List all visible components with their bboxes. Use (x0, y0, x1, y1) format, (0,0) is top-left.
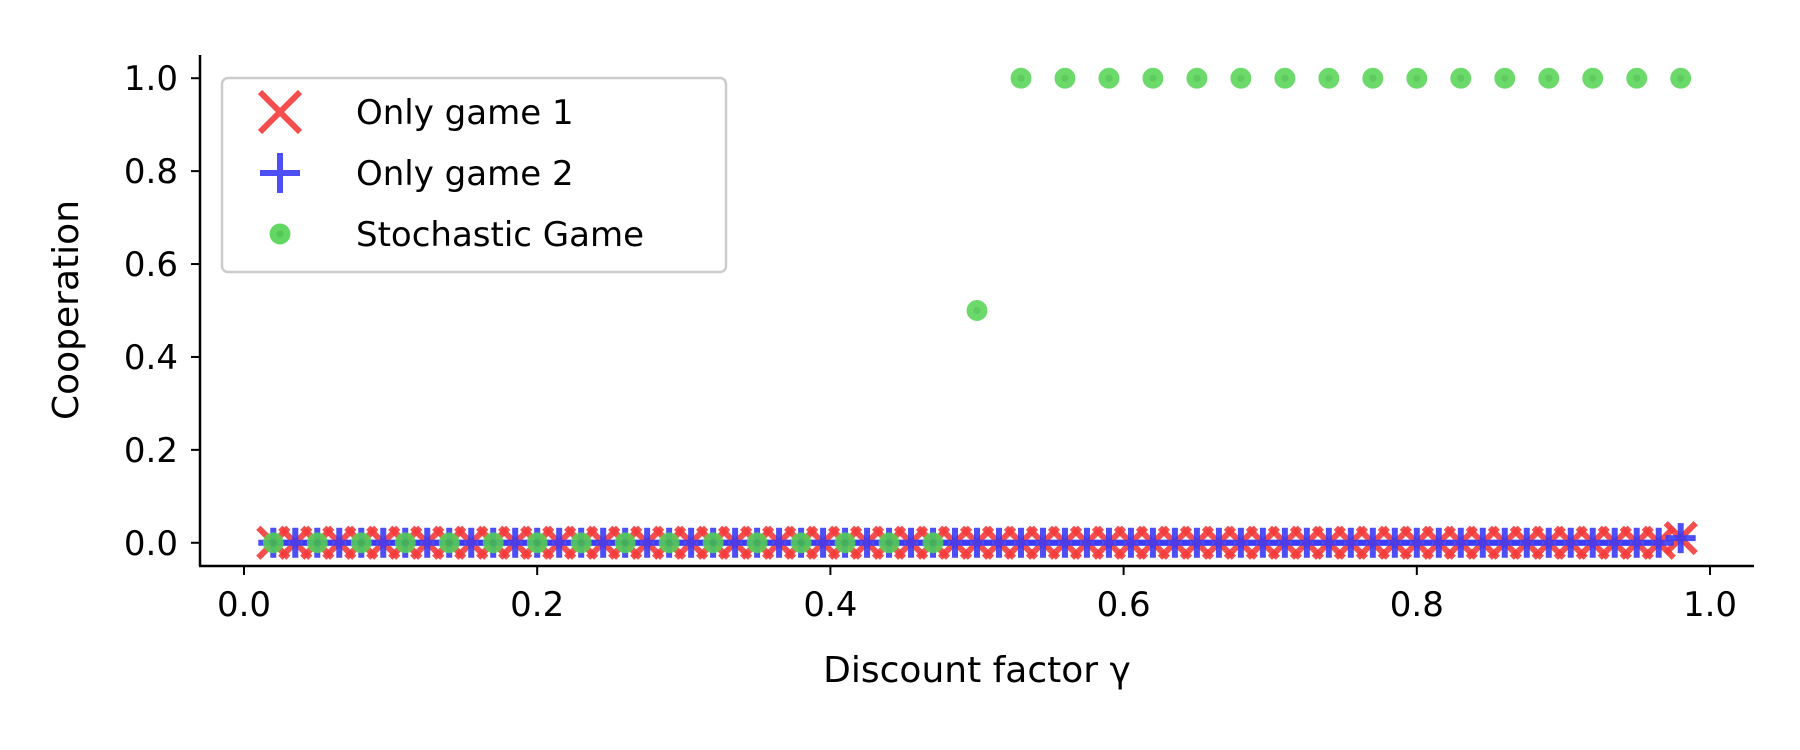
legend-label: Stochastic Game (356, 215, 644, 255)
data-point (394, 532, 416, 554)
data-point (306, 532, 328, 554)
legend-box (220, 76, 728, 274)
data-point (1494, 67, 1516, 89)
data-point (1670, 67, 1692, 89)
data-point (746, 532, 768, 554)
data-point (1098, 67, 1120, 89)
legend-label: Only game 1 (356, 93, 574, 133)
data-point (614, 532, 636, 554)
data-point (1362, 67, 1384, 89)
x-tick-label: 0.4 (803, 585, 857, 625)
x-tick-label: 1.0 (1683, 585, 1737, 625)
y-tick-label: 0.0 (124, 524, 178, 564)
data-point (790, 532, 812, 554)
y-tick-label: 0.2 (124, 431, 178, 471)
data-point (834, 532, 856, 554)
data-point (262, 532, 284, 554)
data-point (1643, 527, 1674, 558)
data-point (1450, 67, 1472, 89)
data-point (570, 532, 592, 554)
axes (198, 55, 1754, 568)
x-axis-label: Discount factor γ (823, 650, 1131, 691)
plot-area (256, 67, 1698, 560)
data-point (1010, 67, 1032, 89)
data-point (966, 300, 988, 321)
data-point (922, 532, 944, 554)
series-stochastic-game (262, 67, 1692, 554)
data-point (1538, 67, 1560, 89)
legend-marker (260, 153, 300, 193)
legend: Only game 1 Only game 2 Stochastic Game (220, 76, 728, 274)
x-tick-label: 0.6 (1097, 585, 1151, 625)
data-point (1186, 67, 1208, 89)
legend-marker (269, 223, 291, 245)
data-point (526, 532, 548, 554)
y-tick-label: 0.6 (124, 245, 178, 285)
data-point (1230, 67, 1252, 89)
ticks: 0.0 0.2 0.4 0.6 0.8 1.0 0.0 0.2 0.4 0.6 0.8 1.0 (124, 59, 1737, 625)
x-tick-label: 0.2 (510, 585, 564, 625)
data-point (658, 532, 680, 554)
data-point (702, 532, 724, 554)
data-point (482, 532, 504, 554)
data-point (878, 532, 900, 554)
legend-label: Only game 2 (356, 154, 574, 194)
data-point (1318, 67, 1340, 89)
data-point (1142, 67, 1164, 89)
y-axis-label: Cooperation (46, 200, 87, 420)
series-only-game-2 (258, 523, 1696, 558)
y-tick-label: 0.8 (124, 152, 178, 192)
data-point (1665, 523, 1696, 554)
data-point (1582, 67, 1604, 89)
data-point (350, 532, 372, 554)
data-point (1406, 67, 1428, 89)
data-point (1626, 67, 1648, 89)
x-tick-label: 0.0 (217, 585, 271, 625)
data-point (1054, 67, 1076, 89)
data-point (1274, 67, 1296, 89)
x-tick-label: 0.8 (1390, 585, 1444, 625)
legend-marker (257, 89, 303, 135)
y-tick-label: 1.0 (124, 59, 178, 99)
y-tick-label: 0.4 (124, 338, 178, 378)
data-point (438, 532, 460, 554)
